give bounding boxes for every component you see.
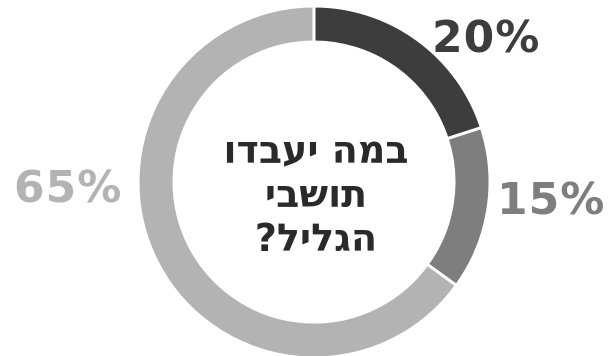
- chart-title-line-3: הגליל?: [254, 216, 378, 260]
- chart-title-line-1: במה יעבדו: [223, 128, 409, 172]
- slice-label-65: 65%: [14, 162, 123, 213]
- chart-title: במה יעבדו תושבי הגליל?: [214, 128, 418, 260]
- slice-label-20: 20%: [432, 12, 541, 63]
- donut-slice-15: [425, 125, 492, 288]
- slice-label-15: 15%: [497, 174, 606, 225]
- chart-title-line-2: תושבי: [264, 172, 368, 216]
- donut-slice-65: [136, 4, 459, 356]
